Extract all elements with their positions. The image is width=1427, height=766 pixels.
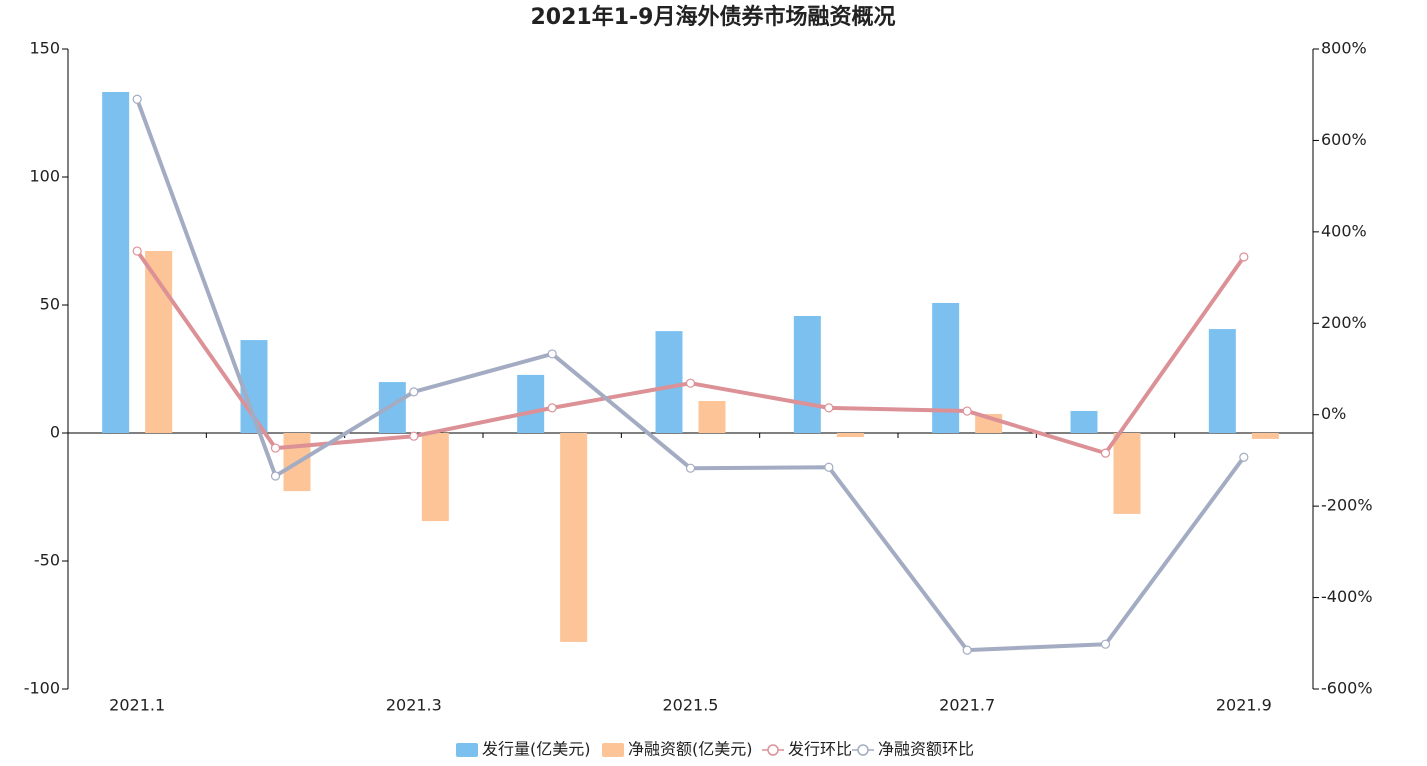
y2-tick-label: 200% xyxy=(1321,313,1367,332)
y2-tick-label: -200% xyxy=(1321,496,1373,515)
y-tick-label: 50 xyxy=(40,295,60,314)
x-tick-label: 2021.1 xyxy=(109,696,165,715)
line-point xyxy=(1239,452,1249,462)
line-point xyxy=(409,431,419,441)
bar xyxy=(1113,433,1141,514)
legend-swatch xyxy=(456,743,478,757)
bar xyxy=(1251,433,1279,439)
y2-tick-label: 600% xyxy=(1321,130,1367,149)
line-point xyxy=(1100,639,1111,649)
bar xyxy=(102,92,130,434)
y-tick-label: -100 xyxy=(24,679,60,698)
line-point xyxy=(824,403,834,413)
bar xyxy=(793,316,821,433)
line-point xyxy=(270,471,281,481)
x-tick-label: 2021.7 xyxy=(939,696,995,715)
line-point xyxy=(132,246,142,256)
bar xyxy=(698,401,726,433)
line-point xyxy=(270,443,281,453)
y2-tick-label: 0% xyxy=(1321,404,1346,423)
bar xyxy=(1070,410,1098,433)
legend-swatch xyxy=(857,744,869,756)
x-tick-label: 2021.3 xyxy=(386,696,442,715)
y2-tick-label: -400% xyxy=(1321,587,1373,606)
legend-label[interactable]: 净融资额环比 xyxy=(878,740,974,759)
line-point xyxy=(547,403,557,413)
bar xyxy=(517,374,545,433)
legend-label[interactable]: 净融资额(亿美元) xyxy=(628,740,753,759)
y-tick-label: 0 xyxy=(50,423,60,442)
x-tick-label: 2021.9 xyxy=(1216,696,1272,715)
line-point xyxy=(409,387,419,397)
legend-swatch xyxy=(602,743,624,757)
line-point xyxy=(1100,448,1111,458)
y-tick-label: 100 xyxy=(29,167,60,186)
y-tick-label: -50 xyxy=(34,551,60,570)
legend-swatch xyxy=(767,744,779,756)
chart-title: 2021年1-9月海外债券市场融资概况 xyxy=(531,4,896,30)
bar xyxy=(421,433,449,522)
line-point xyxy=(685,378,696,388)
line-point xyxy=(1239,252,1249,262)
y2-tick-label: -600% xyxy=(1321,679,1373,698)
bar xyxy=(378,382,406,433)
bar xyxy=(932,302,960,433)
line-point xyxy=(824,462,834,472)
bar xyxy=(560,433,588,642)
y-tick-label: 150 xyxy=(29,39,60,58)
line-point xyxy=(132,94,142,104)
bar xyxy=(1208,329,1236,433)
x-tick-label: 2021.5 xyxy=(663,696,719,715)
legend-label[interactable]: 发行环比 xyxy=(788,740,852,759)
line xyxy=(135,98,1246,653)
line-point xyxy=(685,463,696,473)
bar xyxy=(836,433,864,438)
y2-tick-label: 400% xyxy=(1321,221,1367,240)
legend-label[interactable]: 发行量(亿美元) xyxy=(482,740,591,759)
line-point xyxy=(962,406,972,416)
line-point xyxy=(547,349,557,359)
y2-tick-label: 800% xyxy=(1321,39,1367,58)
bar xyxy=(655,331,683,433)
line-point xyxy=(962,645,972,655)
